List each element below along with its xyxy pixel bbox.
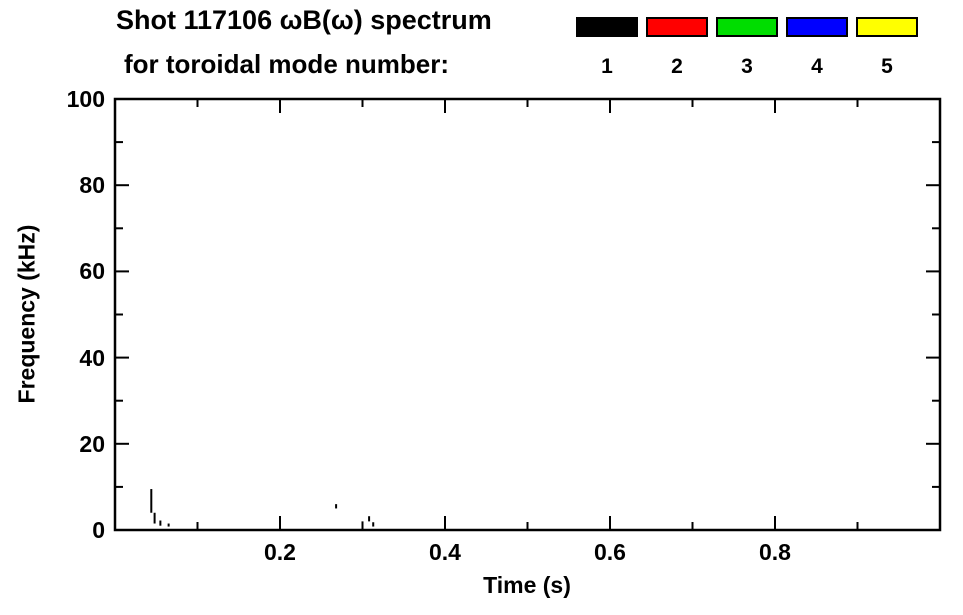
x-tick-label: 0.6: [594, 539, 626, 565]
legend-swatch-mode-5: [856, 17, 918, 37]
legend-label-mode-2: 2: [671, 55, 683, 78]
legend: [576, 17, 918, 37]
legend-label-mode-3: 3: [741, 55, 753, 78]
legend-label-mode-5: 5: [881, 55, 893, 78]
y-tick-label: 20: [79, 430, 105, 457]
legend-label-mode-1: 1: [601, 55, 613, 78]
x-tick-label: 0.8: [759, 539, 791, 565]
legend-swatch-mode-4: [786, 17, 848, 37]
y-tick-label: 100: [66, 86, 105, 112]
chart-subtitle: for toroidal mode number:: [124, 49, 449, 79]
y-tick-label: 0: [92, 517, 105, 543]
y-tick-label: 80: [79, 172, 105, 199]
y-tick-label: 60: [79, 258, 105, 285]
x-tick-label: 0.2: [264, 539, 296, 565]
plot-frame: [113, 97, 942, 532]
x-tick-label: 0.4: [429, 539, 461, 565]
legend-swatch-mode-3: [716, 17, 778, 37]
x-axis-title: Time (s): [483, 572, 571, 598]
legend-swatch-mode-1: [576, 17, 638, 37]
legend-labels: 1 2 3 4 5: [576, 55, 918, 79]
chart-title: Shot 117106 ωB(ω) spectrum: [116, 5, 492, 35]
legend-label-mode-4: 4: [811, 55, 823, 78]
legend-swatch-mode-2: [646, 17, 708, 37]
y-tick-label: 40: [79, 344, 105, 371]
